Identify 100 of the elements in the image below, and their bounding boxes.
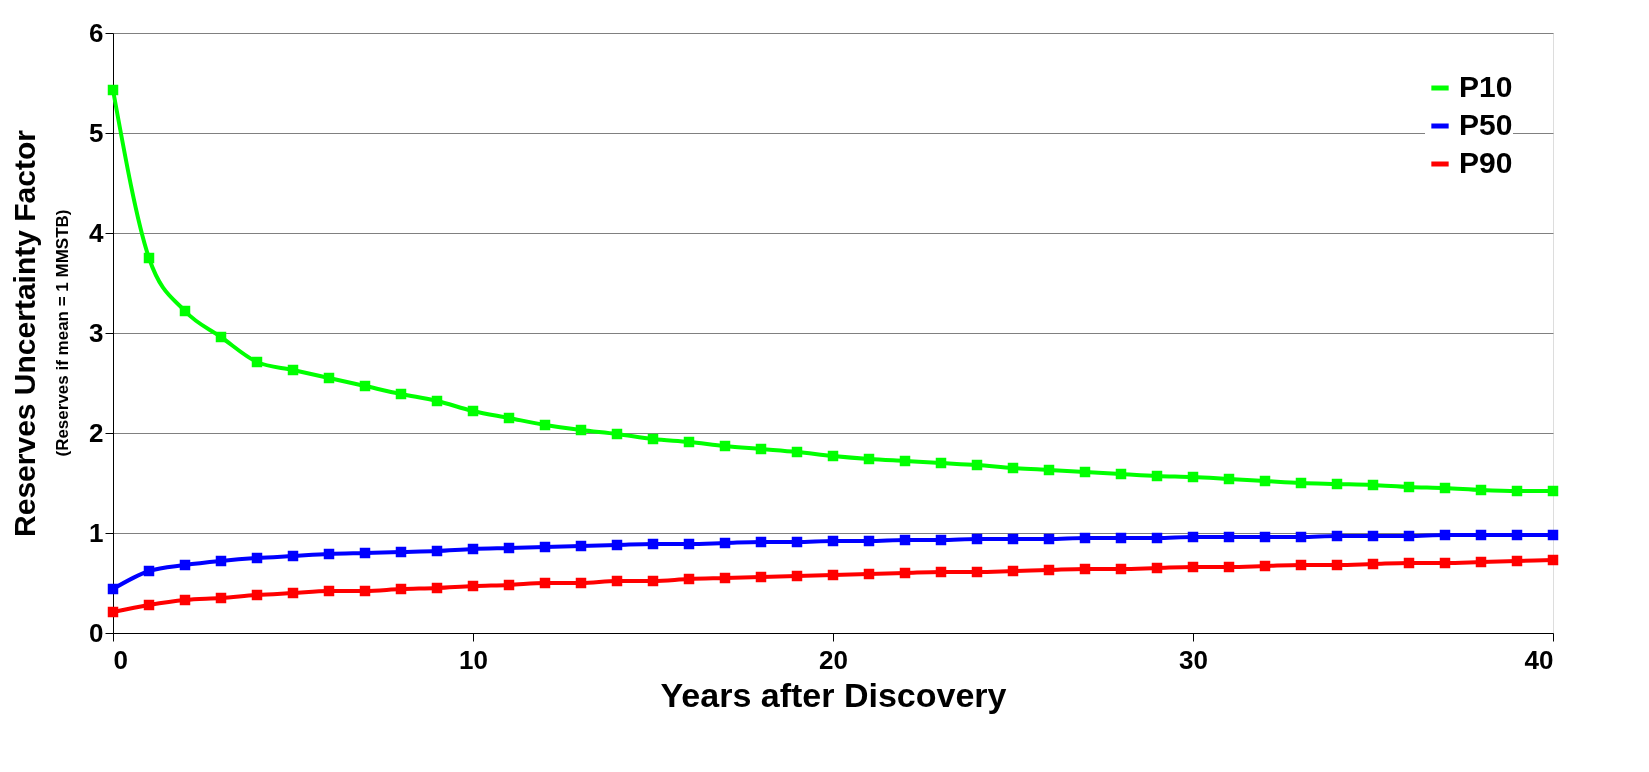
x-tick-label: 20 [819,644,848,675]
point [647,575,659,587]
point [1403,557,1415,569]
x-tick-label: 10 [459,644,488,675]
point [539,577,551,589]
x-axis-title: Years after Discovery [660,675,1007,714]
point [503,412,515,424]
point [1151,562,1163,574]
point [359,585,371,597]
point [1223,531,1235,543]
point [1079,532,1091,544]
point [935,457,947,469]
point [899,455,911,467]
point [1043,533,1055,545]
point [1115,563,1127,575]
point [1403,530,1415,542]
point [1547,529,1559,541]
point [323,585,335,597]
point [143,599,155,611]
point [467,543,479,555]
point [683,573,695,585]
point [647,433,659,445]
point [143,252,155,264]
point [1079,563,1091,575]
point [1367,530,1379,542]
point [827,535,839,547]
point [359,380,371,392]
point [215,592,227,604]
legend-label: P50 [1459,108,1513,141]
point [575,424,587,436]
point [683,436,695,448]
point [359,547,371,559]
point [179,305,191,317]
point [503,542,515,554]
point [143,565,155,577]
point [1547,554,1559,566]
point [467,405,479,417]
point [575,577,587,589]
point [1475,484,1487,496]
point [1223,561,1235,573]
point [719,537,731,549]
point [1439,557,1451,569]
y-axis-title: Reserves Uncertainty Factor [8,129,42,537]
point [287,364,299,376]
point [935,566,947,578]
point [107,583,119,595]
point [1259,475,1271,487]
point [611,539,623,551]
point [1007,462,1019,474]
point [647,538,659,550]
point [107,606,119,618]
point [863,453,875,465]
point [719,440,731,452]
y-tick-label: 1 [89,517,104,548]
point [107,84,119,96]
point [863,568,875,580]
point [1511,529,1523,541]
point [1331,530,1343,542]
point [1007,565,1019,577]
point [503,579,515,591]
y-tick-label: 2 [89,417,104,448]
y-tick-label: 6 [89,17,104,48]
point [1331,478,1343,490]
point [1511,485,1523,497]
point [611,428,623,440]
point [611,575,623,587]
point [251,356,263,368]
point [467,580,479,592]
y-tick-label: 4 [89,217,105,248]
point [539,419,551,431]
point [971,566,983,578]
point [1115,468,1127,480]
point [1367,479,1379,491]
point [1403,481,1415,493]
point [1259,560,1271,572]
point [575,540,587,552]
point [971,533,983,545]
point [1475,529,1487,541]
text: (Reserves if mean = 1 MMSTB) [53,209,72,457]
point [251,552,263,564]
point [1511,555,1523,567]
point [1115,532,1127,544]
x-tick-label: 40 [1524,644,1554,675]
point [1295,559,1307,571]
point [179,594,191,606]
point [1331,559,1343,571]
y-tick-label: 0 [89,617,104,648]
y-tick-label: 3 [89,317,104,348]
point [1439,482,1451,494]
point [1151,470,1163,482]
point [1187,471,1199,483]
point [431,582,443,594]
point [791,536,803,548]
point [719,572,731,584]
point [1547,485,1559,497]
point [323,548,335,560]
point [1151,532,1163,544]
point [395,546,407,558]
point [1043,564,1055,576]
legend-label: P10 [1459,70,1513,103]
